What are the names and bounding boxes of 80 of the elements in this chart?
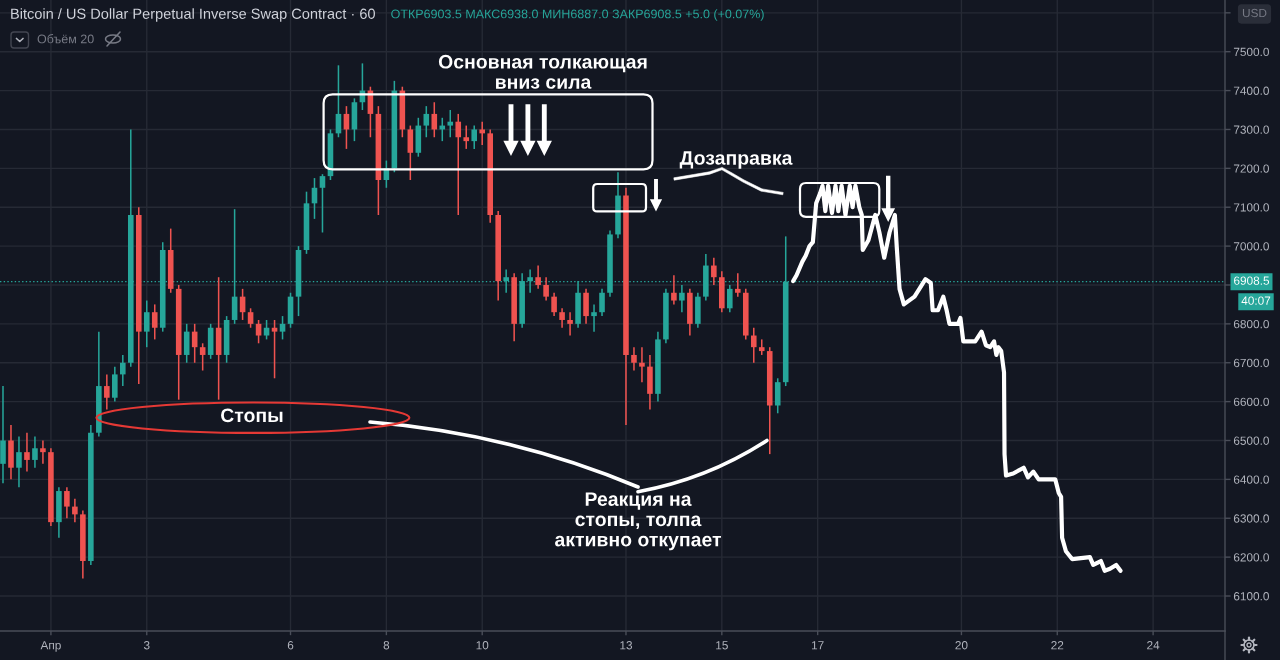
candlestick: [543, 276, 549, 302]
ref-line-label: 6908.5: [1234, 276, 1270, 285]
y-tick-label: 6100.0: [1233, 592, 1269, 601]
candlestick: [263, 319, 270, 341]
y-tick-label: 7000.0: [1233, 242, 1269, 251]
candlestick: [423, 105, 430, 139]
candlestick: [735, 272, 741, 298]
y-tick-label: 7200.0: [1233, 164, 1269, 173]
candlestick: [319, 173, 326, 234]
candlestick: [431, 101, 438, 139]
candlestick: [151, 303, 158, 341]
x-tick-label: 10: [476, 641, 489, 650]
y-tick-label: 6700.0: [1233, 358, 1269, 368]
candlestick: [599, 288, 605, 317]
candlestick: [199, 342, 206, 372]
x-tick-label: 6: [287, 641, 294, 650]
candlestick: [591, 303, 597, 333]
x-tick-label: 24: [1147, 641, 1160, 650]
candlestick: [72, 498, 78, 523]
annotation: Объём 20: [37, 34, 94, 44]
candlestick: [455, 113, 462, 216]
candlestick: [711, 257, 717, 286]
candlestick: [247, 307, 254, 329]
candlestick: [471, 124, 478, 150]
candlestick: [143, 299, 150, 348]
y-tick-label: 7500.0: [1233, 47, 1269, 57]
candlestick: [758, 338, 765, 356]
x-tick-label: 17: [812, 641, 824, 650]
y-tick-label: 7300.0: [1233, 125, 1269, 134]
candlestick: [255, 319, 262, 345]
candlestick: [479, 120, 486, 146]
candlestick: [16, 435, 22, 488]
y-tick-label: 7400.0: [1233, 86, 1269, 95]
candlestick: [447, 109, 454, 139]
y-tick-label: 6300.0: [1233, 514, 1269, 523]
text: ОТКР6903.5 МАКС6938.0 МИН6887.0 ЗАКР6908.5 +5.0 (+0.07%): [391, 9, 764, 21]
y-tick-label: 6800.0: [1233, 319, 1269, 329]
candlestick: [639, 346, 645, 383]
x-tick-label: Апр: [40, 641, 61, 652]
annotation: Стопы: [221, 408, 283, 423]
candlestick: [120, 354, 126, 387]
x-tick-label: 3: [143, 641, 150, 650]
candlestick: [774, 377, 781, 415]
candlestick: [40, 439, 46, 465]
candlestick: [671, 274, 677, 306]
text: Bitcoin / US Dollar Perpetual Inverse Swap Contract · 60: [11, 8, 375, 22]
x-tick-label: 13: [620, 641, 633, 650]
y-axis-title: USD: [1242, 8, 1267, 18]
candlestick: [271, 319, 278, 380]
y-tick-label: 6400.0: [1233, 475, 1269, 484]
x-tick-label: 15: [716, 641, 728, 650]
y-tick-label: 6200.0: [1233, 553, 1269, 562]
annotation: Реакция на стопы, толпа активно откупает: [555, 492, 722, 551]
annotation: Дозаправка: [679, 151, 793, 169]
text: 40:07: [1241, 296, 1271, 305]
candlestick: [583, 288, 589, 325]
candlestick: [24, 431, 30, 473]
candlestick: [559, 307, 565, 329]
y-tick-label: 7100.0: [1233, 203, 1269, 212]
candlestick: [535, 264, 541, 290]
candlestick: [463, 124, 470, 150]
candlestick: [567, 311, 573, 337]
candlestick: [112, 365, 118, 403]
candlestick: [679, 284, 685, 313]
y-tick-label: 6500.0: [1233, 436, 1269, 445]
candlestick: [32, 435, 38, 469]
annotation: Основная толкающая вниз сила: [438, 54, 647, 89]
x-tick-label: 22: [1051, 641, 1064, 650]
candlestick: [727, 284, 733, 313]
candlestick: [64, 486, 70, 520]
candlestick: [0, 385, 6, 485]
candlestick: [750, 326, 757, 364]
candlestick: [279, 315, 286, 341]
x-tick-label: 20: [955, 641, 968, 650]
candlestick: [104, 373, 110, 411]
candlestick: [551, 291, 557, 317]
x-tick-label: 8: [383, 641, 390, 650]
candlestick: [631, 346, 637, 372]
candlestick: [407, 124, 414, 181]
y-tick-label: 6600.0: [1233, 397, 1269, 407]
